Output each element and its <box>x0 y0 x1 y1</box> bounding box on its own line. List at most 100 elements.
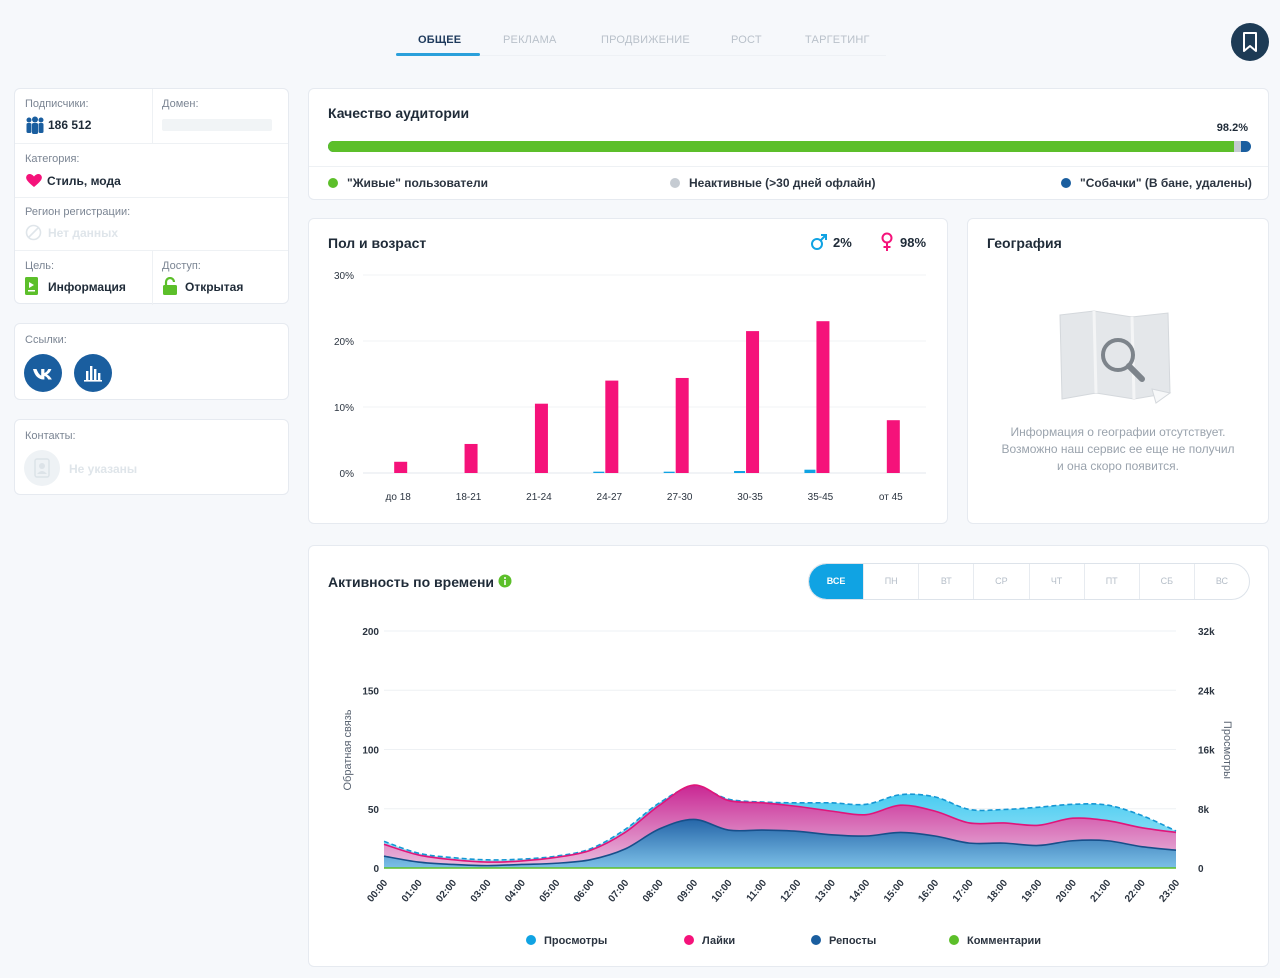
tab-ads[interactable]: РЕКЛАМА <box>503 34 557 46</box>
quality-title: Качество аудитории <box>328 105 470 121</box>
gender-age-card: Пол и возраст 2% 98% 0% 10% 20% 30% до 18 18-… <box>308 218 948 524</box>
day-sat[interactable]: СБ <box>1138 564 1194 599</box>
y-right-tick-label: 32k <box>1198 627 1215 638</box>
geography-card: География Информация о географии отсутст… <box>967 218 1269 524</box>
x-tick-label: 02:00 <box>434 878 459 905</box>
tab-general[interactable]: ОБЩЕЕ <box>418 34 462 46</box>
geo-msg-line-3: и она скоро появится. <box>1056 459 1180 473</box>
region-value: Нет данных <box>48 226 119 240</box>
subscribers-label: Подписчики: <box>25 98 89 110</box>
y-left-tick-label: 200 <box>362 627 379 638</box>
legend-inactive: Неактивные (>30 дней офлайн) <box>670 176 876 190</box>
x-tick-label: 07:00 <box>606 878 631 905</box>
quality-live-fill <box>328 141 1235 152</box>
male-percent: 2% <box>833 235 852 250</box>
x-tick-label: 00:00 <box>365 878 390 905</box>
female-bar <box>816 321 830 473</box>
x-tick-label: 06:00 <box>572 878 597 905</box>
users-icon <box>26 116 44 134</box>
x-tick-label: 09:00 <box>675 878 700 905</box>
reposts-line <box>383 818 1177 867</box>
legend-label: Репосты <box>829 935 876 947</box>
geography-empty-message: Информация о географии отсутствует. Возм… <box>968 424 1268 475</box>
female-bar <box>886 420 900 473</box>
domain-value[interactable] <box>162 119 272 131</box>
day-fri[interactable]: ПТ <box>1083 564 1139 599</box>
male-icon <box>811 234 827 250</box>
audience-quality-card: Качество аудитории 98.2% "Живые" пользов… <box>308 88 1269 200</box>
day-all[interactable]: ВСЕ <box>809 564 864 599</box>
female-bar <box>534 403 548 473</box>
tab-promotion[interactable]: ПРОДВИЖЕНИЕ <box>601 34 690 46</box>
legend-live: "Живые" пользователи <box>328 176 488 190</box>
tab-growth[interactable]: РОСТ <box>731 34 762 46</box>
links-card: Ссылки: <box>14 323 289 400</box>
legend-label: Просмотры <box>544 935 607 947</box>
x-tick-label: 21-24 <box>526 492 552 503</box>
x-tick-label: 03:00 <box>469 878 494 905</box>
x-tick-label: 20:00 <box>1054 878 1079 905</box>
live-dot <box>328 178 338 188</box>
y-tick-label: 10% <box>334 403 354 414</box>
day-sun[interactable]: ВС <box>1193 564 1249 599</box>
info-icon[interactable] <box>498 574 512 588</box>
day-mon[interactable]: ПН <box>863 564 918 599</box>
day-thu[interactable]: ЧТ <box>1028 564 1084 599</box>
x-tick-label: 18-21 <box>456 492 482 503</box>
legend-label: Комментарии <box>967 935 1041 947</box>
x-tick-label: 16:00 <box>916 878 941 905</box>
links-label: Ссылки: <box>25 334 67 346</box>
male-bar <box>593 471 605 473</box>
activity-card: Активность по времени <box>308 545 1269 967</box>
y-tick-label: 0% <box>340 469 355 480</box>
female-bar <box>605 380 619 473</box>
subscribers-count: 186 512 <box>48 118 92 132</box>
y-left-axis-label: Обратная связь <box>342 709 354 790</box>
y-left-tick-label: 100 <box>362 746 379 757</box>
views-line <box>383 785 1177 861</box>
contact-avatar <box>24 450 60 486</box>
section-tabs: ОБЩЕЕ РЕКЛАМА ПРОДВИЖЕНИЕ РОСТ ТАРГЕТИНГ <box>396 30 886 56</box>
quality-progress-bar <box>328 141 1251 152</box>
x-tick-label: 15:00 <box>882 878 907 905</box>
male-bar <box>804 469 816 473</box>
legend-inactive-label: Неактивные (>30 дней офлайн) <box>689 176 876 190</box>
x-tick-label: 24-27 <box>597 492 623 503</box>
vk-link-button[interactable] <box>24 354 62 392</box>
tab-targeting[interactable]: ТАРГЕТИНГ <box>805 34 870 46</box>
contacts-card: Контакты: Не указаны <box>14 419 289 495</box>
stats-link-button[interactable] <box>74 354 112 392</box>
category-value: Стиль, мода <box>47 174 121 188</box>
inactive-dot <box>670 178 680 188</box>
x-tick-label: 01:00 <box>400 878 425 905</box>
legend-dot <box>811 935 821 945</box>
heart-icon <box>26 173 42 187</box>
gender-age-title: Пол и возраст <box>328 235 427 251</box>
day-wed[interactable]: СР <box>973 564 1028 599</box>
y-right-axis-label: Просмотры <box>1221 721 1233 779</box>
day-tue[interactable]: ВТ <box>918 564 973 599</box>
user-icon <box>34 458 50 478</box>
legend-live-label: "Живые" пользователи <box>347 176 488 190</box>
legend-dot <box>684 935 694 945</box>
bookmark-button[interactable] <box>1231 23 1269 61</box>
info-doc-icon <box>25 277 38 295</box>
vk-icon <box>33 369 52 380</box>
x-tick-label: 10:00 <box>710 878 735 905</box>
x-tick-label: 13:00 <box>813 878 838 905</box>
reposts-area <box>384 819 1176 868</box>
female-icon <box>881 232 893 251</box>
x-tick-label: от 45 <box>879 492 903 503</box>
x-tick-label: 35-45 <box>808 492 834 503</box>
contacts-value: Не указаны <box>69 462 138 476</box>
legend-dogs: "Собачки" (В бане, удалены) <box>1061 176 1252 190</box>
active-tab-indicator <box>396 53 480 56</box>
y-right-tick-label: 0 <box>1198 864 1204 875</box>
access-value: Открытая <box>185 280 244 294</box>
x-tick-label: 22:00 <box>1123 878 1148 905</box>
x-tick-label: 08:00 <box>641 878 666 905</box>
bar-chart-icon <box>84 366 102 382</box>
x-tick-label: 04:00 <box>503 878 528 905</box>
day-filter: ВСЕ ПН ВТ СР ЧТ ПТ СБ ВС <box>808 563 1250 600</box>
y-right-tick-label: 8k <box>1198 805 1210 816</box>
